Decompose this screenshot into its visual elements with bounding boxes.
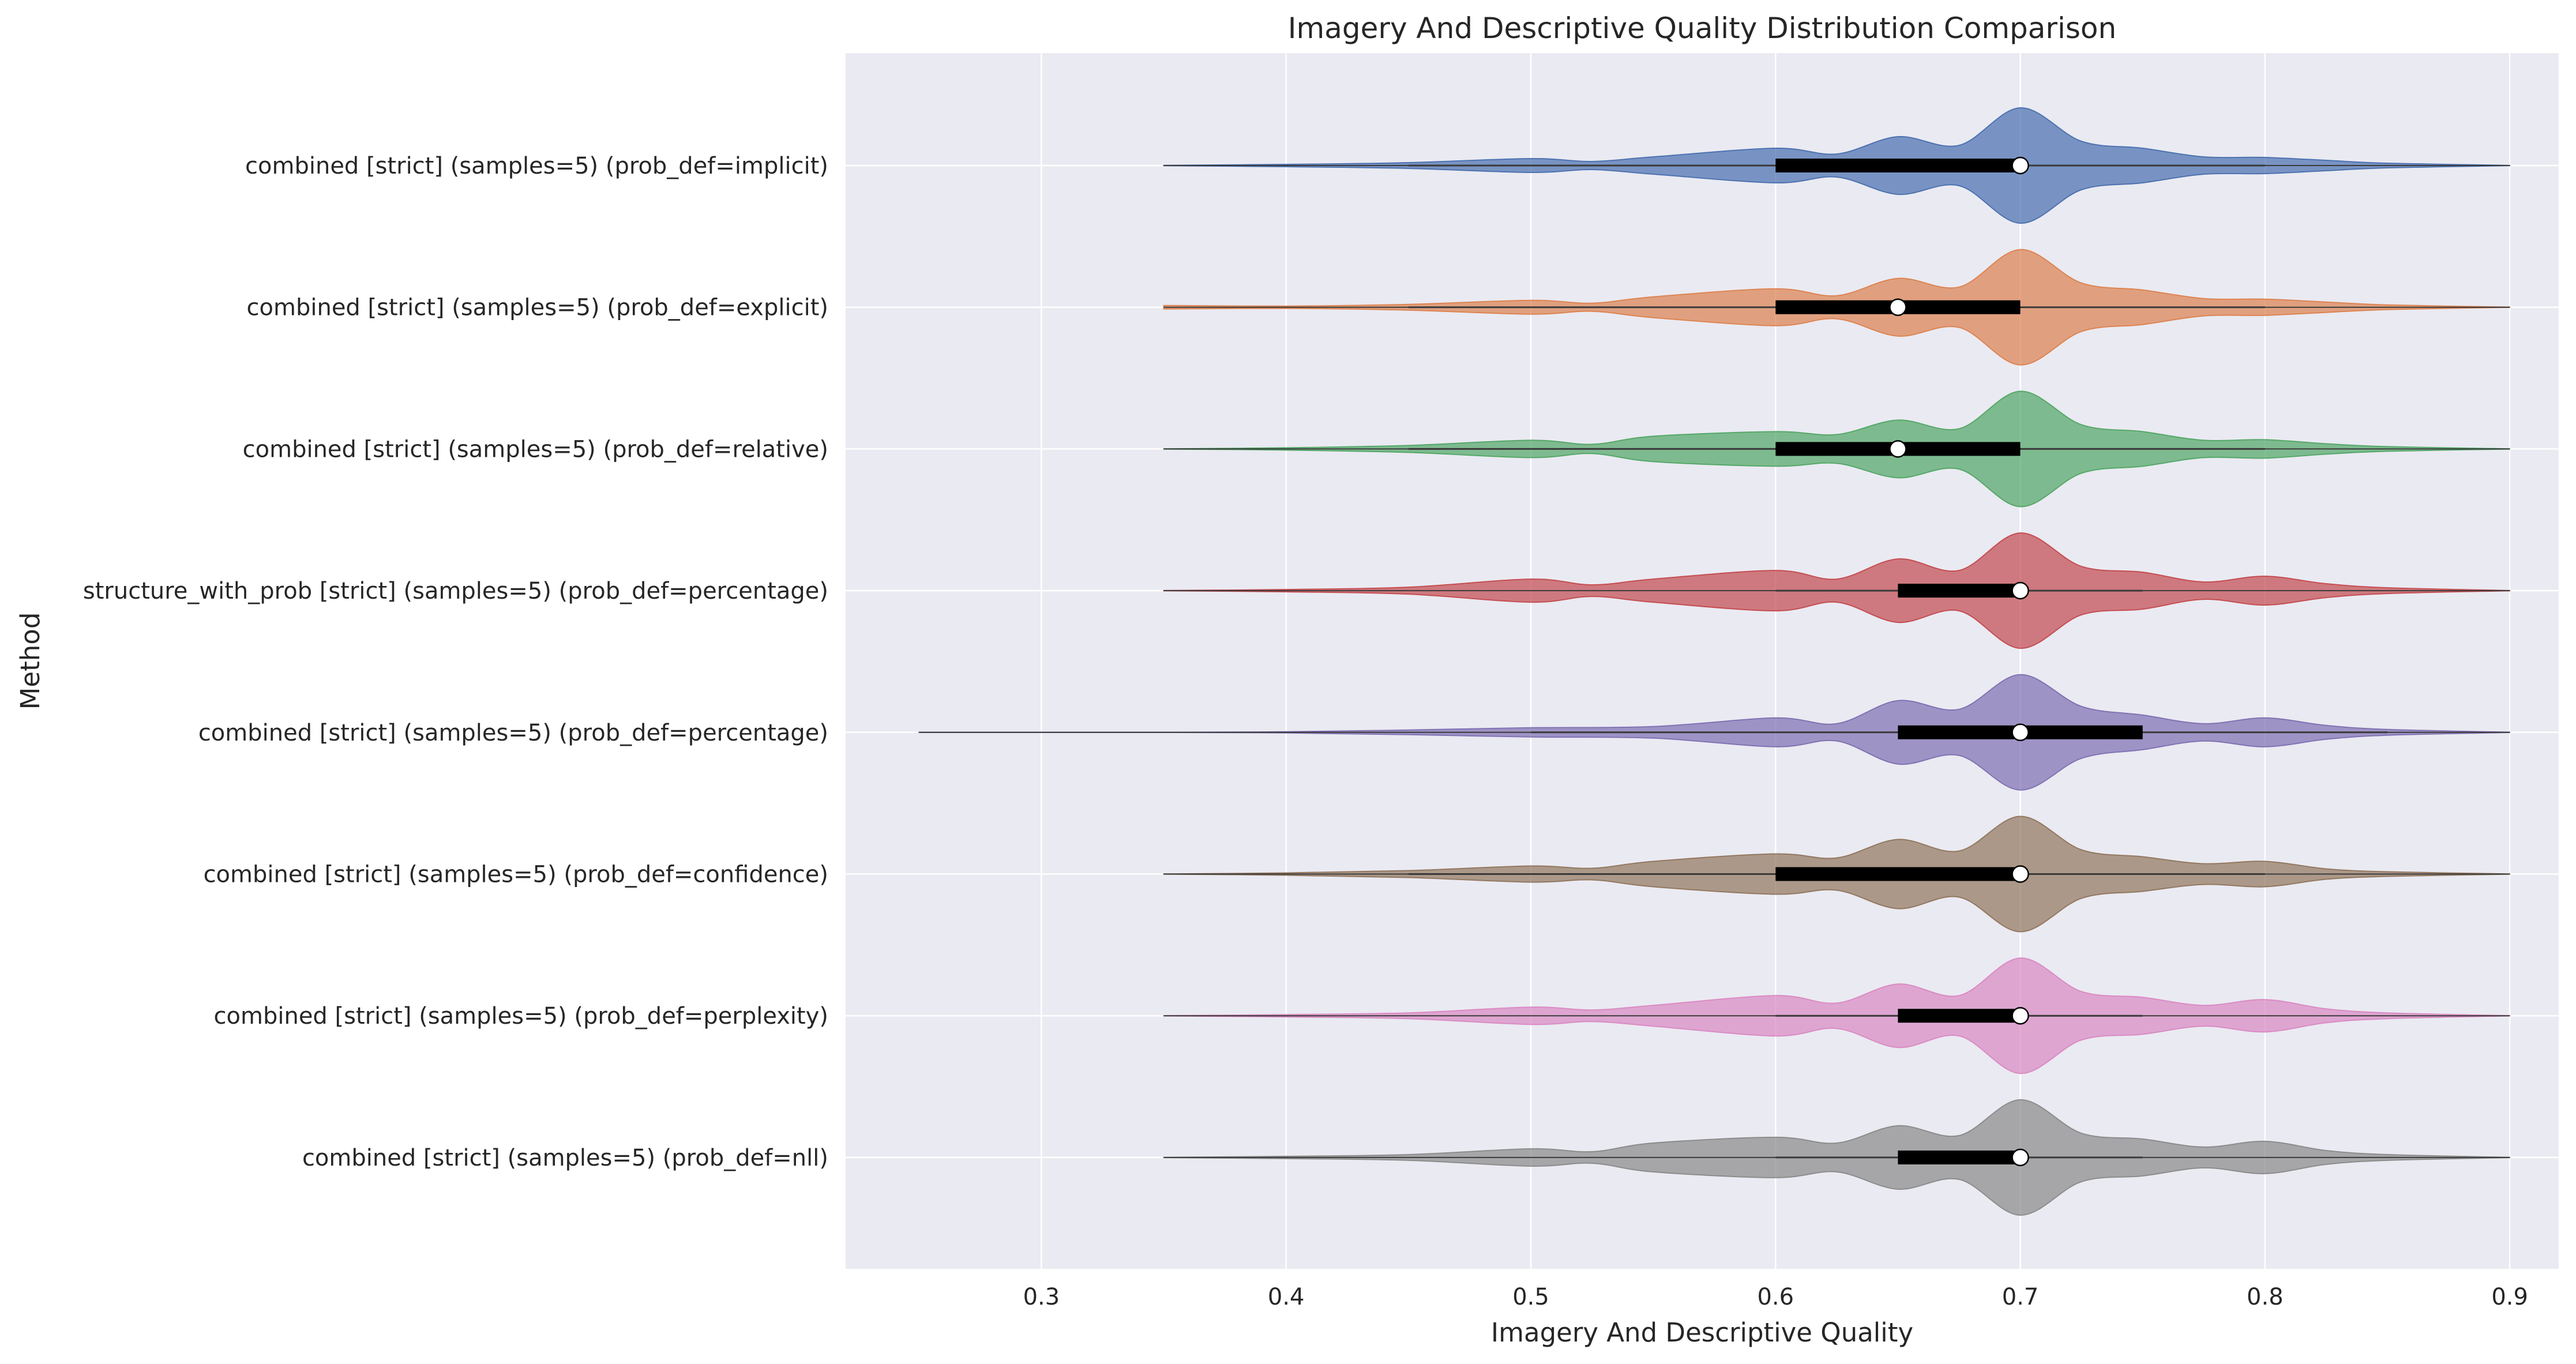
y-axis-label: Method — [15, 613, 46, 710]
iqr-box — [1775, 867, 2021, 881]
iqr-box — [1898, 584, 2021, 598]
y-tick-label: combined [strict] (samples=5) (prob_def=… — [243, 436, 828, 463]
median-marker — [2011, 1006, 2029, 1025]
x-tick-labels: 0.3 0.4 0.5 0.6 0.7 0.8 0.9 — [1023, 1284, 2528, 1310]
x-tick-label: 0.3 — [1023, 1284, 1060, 1310]
median-marker — [1889, 298, 1907, 316]
y-tick-label: combined [strict] (samples=5) (prob_def=… — [198, 720, 828, 746]
x-tick-label: 0.7 — [2002, 1284, 2039, 1310]
y-tick-label: combined [strict] (samples=5) (prob_def=… — [247, 295, 828, 321]
x-tick-label: 0.4 — [1268, 1284, 1305, 1310]
x-tick-label: 0.9 — [2491, 1284, 2528, 1310]
median-marker — [2011, 865, 2029, 883]
chart-title: Imagery And Descriptive Quality Distribu… — [1288, 12, 2116, 45]
inner-boxplots — [919, 156, 2510, 1167]
iqr-box — [1898, 1009, 2021, 1023]
median-marker — [2011, 1148, 2029, 1167]
y-tick-label: combined [strict] (samples=5) (prob_def=… — [245, 153, 828, 179]
y-tick-label: combined [strict] (samples=5) (prob_def=… — [204, 862, 828, 888]
x-tick-label: 0.8 — [2247, 1284, 2284, 1310]
y-tick-label: structure_with_prob [strict] (samples=5)… — [83, 578, 828, 604]
plot-area — [846, 53, 2559, 1269]
median-marker — [1889, 440, 1907, 458]
x-axis-label: Imagery And Descriptive Quality — [1491, 1317, 1913, 1348]
median-marker — [2011, 723, 2029, 742]
y-tick-label: combined [strict] (samples=5) (prob_def=… — [302, 1145, 828, 1171]
iqr-box — [1775, 159, 2021, 172]
y-tick-label: combined [strict] (samples=5) (prob_def=… — [214, 1003, 828, 1029]
iqr-box — [1898, 1150, 2021, 1164]
y-tick-labels: combined [strict] (samples=5) (prob_def=… — [83, 153, 828, 1171]
x-tick-label: 0.6 — [1757, 1284, 1794, 1310]
median-marker — [2011, 156, 2029, 175]
x-tick-label: 0.5 — [1512, 1284, 1549, 1310]
median-marker — [2011, 581, 2029, 600]
